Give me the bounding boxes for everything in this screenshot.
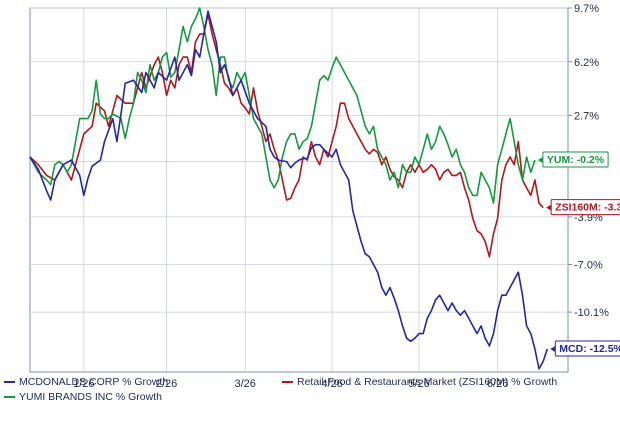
legend-item-zsi160m: Retail-Food & Restaurants Market (ZSI160… — [282, 376, 557, 388]
x-tick-label: 6/26 — [487, 378, 508, 390]
y-tick-label: 6.2% — [574, 57, 599, 69]
end-label-pointer — [546, 204, 552, 211]
series-line — [29, 13, 544, 258]
x-tick-label: 4/26 — [321, 378, 342, 390]
legend-swatch-zsi160m — [282, 381, 293, 384]
legend-item-yum: YUMI BRANDS INC % Growth — [4, 391, 162, 403]
legend-label-yum: YUMI BRANDS INC % Growth — [19, 391, 162, 403]
y-tick-label: 2.7% — [574, 111, 599, 123]
y-tick-label: 9.7% — [574, 3, 599, 15]
legend-label-mcd: MCDONALDS CORP % Growth — [19, 376, 169, 388]
end-label-text: ZSI160M: -3.3% — [555, 202, 620, 214]
end-label: ZSI160M: -3.3% — [546, 199, 620, 216]
x-tick-label: 2/26 — [156, 378, 177, 390]
y-tick-label: -7.0% — [574, 259, 603, 271]
end-label: YUM: -0.2% — [537, 151, 609, 168]
x-tick-label: 3/26 — [234, 378, 255, 390]
legend-swatch-yum — [4, 396, 15, 399]
end-label-pointer — [550, 345, 556, 352]
series-lines — [29, 7, 549, 370]
x-tick-label: 5/26 — [408, 378, 429, 390]
legend-swatch-mcd — [4, 381, 15, 384]
end-label: MCD: -12.5% — [550, 340, 620, 357]
plot-area — [29, 7, 569, 373]
series-line — [29, 10, 549, 370]
end-label-pointer — [537, 157, 543, 164]
end-label-text: YUM: -0.2% — [547, 154, 605, 166]
legend-label-zsi160m: Retail-Food & Restaurants Market (ZSI160… — [297, 376, 558, 388]
end-label-text: MCD: -12.5% — [559, 343, 620, 355]
x-axis: 1/26 2/26 3/26 4/26 5/26 6/26 — [73, 378, 508, 390]
end-labels: MCD: -12.5% ZSI160M: -3.3% YUM: -0.2% — [537, 151, 620, 357]
x-tick-label: 1/26 — [73, 378, 94, 390]
legend-item-mcd: MCDONALDS CORP % Growth — [4, 376, 168, 388]
series-line — [29, 7, 536, 204]
y-tick-label: -10.1% — [574, 307, 609, 319]
